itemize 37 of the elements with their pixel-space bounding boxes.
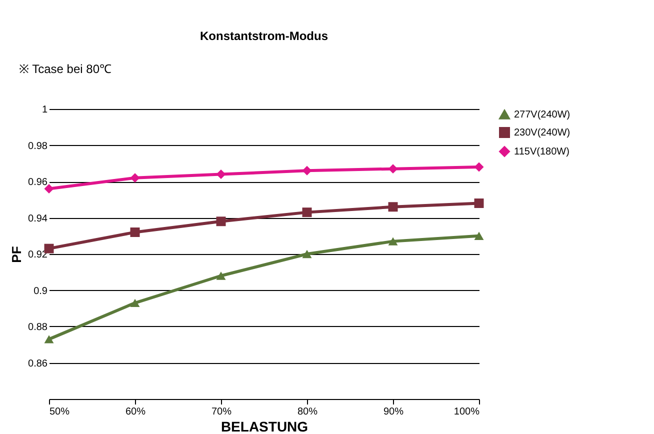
point [44, 184, 54, 194]
x-axis-title: BELASTUNG [220, 418, 308, 434]
x-tick-label: 90% [383, 406, 404, 418]
y-tick-label: 0.86 [28, 358, 48, 370]
chart-title: Konstantstrom-Modus [200, 29, 328, 43]
point [474, 198, 484, 208]
legend-label: 230V(240W) [514, 128, 570, 138]
point [130, 173, 140, 183]
point [130, 298, 140, 308]
y-tick-label: 0.88 [28, 322, 48, 333]
point [474, 162, 484, 172]
point [130, 228, 140, 237]
x-tick-label: 100% [454, 406, 480, 418]
y-tick-label: 0.96 [28, 177, 48, 188]
point [216, 272, 226, 280]
point [302, 250, 312, 258]
point [44, 335, 54, 344]
point [388, 164, 398, 174]
y-tick-label: 0.94 [28, 213, 48, 224]
text: ※ Tcase bei 80℃ [19, 62, 112, 76]
y-tick-label: 0.9 [34, 286, 48, 297]
y-axis-title: PF [9, 246, 24, 263]
x-tick-label: 80% [297, 406, 318, 418]
point [302, 208, 312, 218]
legend-label: 277V(240W) [514, 110, 570, 120]
point [216, 216, 226, 226]
x-tick-label: 70% [211, 406, 232, 418]
x-tick-label: 50% [50, 406, 70, 418]
point [388, 202, 398, 212]
x-tick-label: 60% [125, 406, 146, 418]
y-tick-label: 0.98 [28, 140, 48, 152]
point [302, 166, 312, 176]
point [474, 232, 484, 240]
point [216, 170, 226, 179]
y-tick-label: 1 [42, 104, 48, 116]
point [388, 237, 398, 246]
legend-label: 115V(180W) [514, 146, 570, 158]
